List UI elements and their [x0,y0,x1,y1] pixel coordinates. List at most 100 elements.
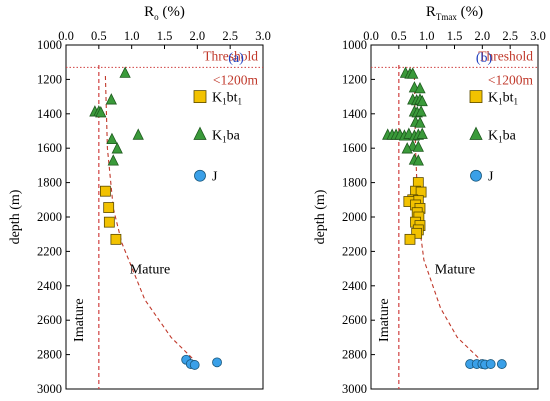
x-tick-label: 2.5 [222,29,238,43]
x-tick-label: 0.5 [91,29,107,43]
x-tick-label: 0.0 [363,29,379,43]
data-point-triangle [401,142,413,154]
x-tick-label: 1.0 [124,29,140,43]
x-axis-title-unit: (%) [457,4,483,20]
x-tick-label: 2.0 [475,29,491,43]
data-point-triangle [412,140,424,152]
x-tick-label: 1.0 [419,29,435,43]
legend-label-sub: 1 [498,134,503,144]
panel-letter: (b) [476,51,493,66]
data-point-triangle [111,142,123,154]
legend-label-1: K1bt1 [488,91,518,107]
legend-label-sub: 1 [222,97,227,107]
series-2 [89,66,144,166]
data-point-triangle [416,127,428,139]
data-point-triangle [106,132,118,145]
legend-label-main: K [488,91,498,106]
y-tick-label: 2200 [342,244,367,258]
y-tick-label: 2000 [37,210,62,224]
data-point-circle [189,360,200,370]
region-label-immature: Imature [72,298,87,342]
legend-label-main: K [212,128,222,143]
legend-label-sub: 1 [514,97,519,107]
y-tick-label: 1600 [37,141,62,155]
region-label-mature: Mature [435,263,475,278]
data-point-triangle [416,94,428,107]
y-tick-label: 3000 [342,382,367,396]
x-tick-label: 3.0 [530,29,546,43]
legend-label-main: J [212,170,218,185]
series-1 [403,177,427,245]
data-point-square [404,233,416,245]
x-tick-label: 1.5 [157,29,173,43]
x-tick-label: 0.5 [391,29,407,43]
x-tick-label: 0.0 [58,29,74,43]
legend-label-sub: 1 [222,134,227,144]
data-point-square [193,90,207,103]
panel-letter: (a) [228,51,244,66]
legend-label-2: K1ba [488,128,517,144]
data-point-triangle [415,105,427,117]
data-point-triangle [412,154,424,166]
series-3 [465,359,507,370]
y-axis-label: depth (m) [313,189,328,244]
region-label-mature: Mature [130,263,170,278]
chart-panel-1: Ro (%) 0.0 0.5 1.0 1.5 2.0 2.5 3.0 1000 1200 1400 1… [8,4,271,396]
data-point-circle [212,357,222,368]
data-point-triangle [95,106,107,118]
y-tick-label: 1200 [342,72,367,86]
legend-label-2: K1ba [212,128,241,144]
x-axis-title-sub: o [154,12,159,22]
data-point-triangle [132,128,144,140]
y-tick-label: 1000 [342,38,367,52]
data-point-square [411,227,423,239]
y-tick-label: 3000 [37,382,62,396]
x-axis-title: RTmax (%) [426,4,483,22]
legend-label-part: bt [503,91,514,106]
y-tick-label: 1400 [342,107,367,121]
legend-label-main: J [488,170,494,185]
y-tick-label: 1600 [342,141,367,155]
y-tick-label: 2400 [342,279,367,293]
data-point-circle [194,169,206,182]
data-point-triangle [469,126,483,140]
trend-curve [413,75,483,362]
legend-label-sub: 1 [238,97,243,107]
y-tick-label: 2000 [342,210,367,224]
data-point-square [469,90,483,103]
data-point-circle [485,359,496,369]
legend-label-part: bt [227,91,238,106]
data-point-triangle [107,154,119,166]
data-point-square [100,185,111,197]
legend-label-main: K [488,128,498,143]
threshold-label: Threshold [478,48,533,63]
data-point-triangle [119,66,131,78]
data-point-triangle [407,67,419,79]
data-point-triangle [414,81,426,94]
x-axis-title-main: R [144,4,154,20]
y-tick-label: 2600 [37,313,62,327]
x-axis-title-sub: Tmax [436,12,457,22]
y-tick-label: 1000 [37,38,62,52]
legend-label-main: K [212,91,222,106]
series-3 [181,354,222,370]
data-point-square [110,233,122,245]
y-tick-label: 2800 [37,348,62,362]
y-tick-label: 1800 [342,176,367,190]
data-point-square [103,202,115,213]
x-tick-label: 3.0 [255,29,271,43]
x-tick-label: 1.5 [447,29,463,43]
legend-label-3: J [212,170,218,185]
threshold-depth-label: <1200m [213,72,259,87]
y-tick-label: 1400 [37,107,62,121]
legend-label-part: ba [227,128,241,143]
x-tick-label: 2.0 [190,29,206,43]
y-tick-label: 2600 [342,313,367,327]
data-point-triangle [414,116,426,128]
y-axis-label: depth (m) [8,189,23,244]
y-tick-label: 2400 [37,279,62,293]
data-point-circle [470,169,482,182]
threshold-label: Threshold [203,48,258,63]
y-tick-label: 2800 [342,348,367,362]
